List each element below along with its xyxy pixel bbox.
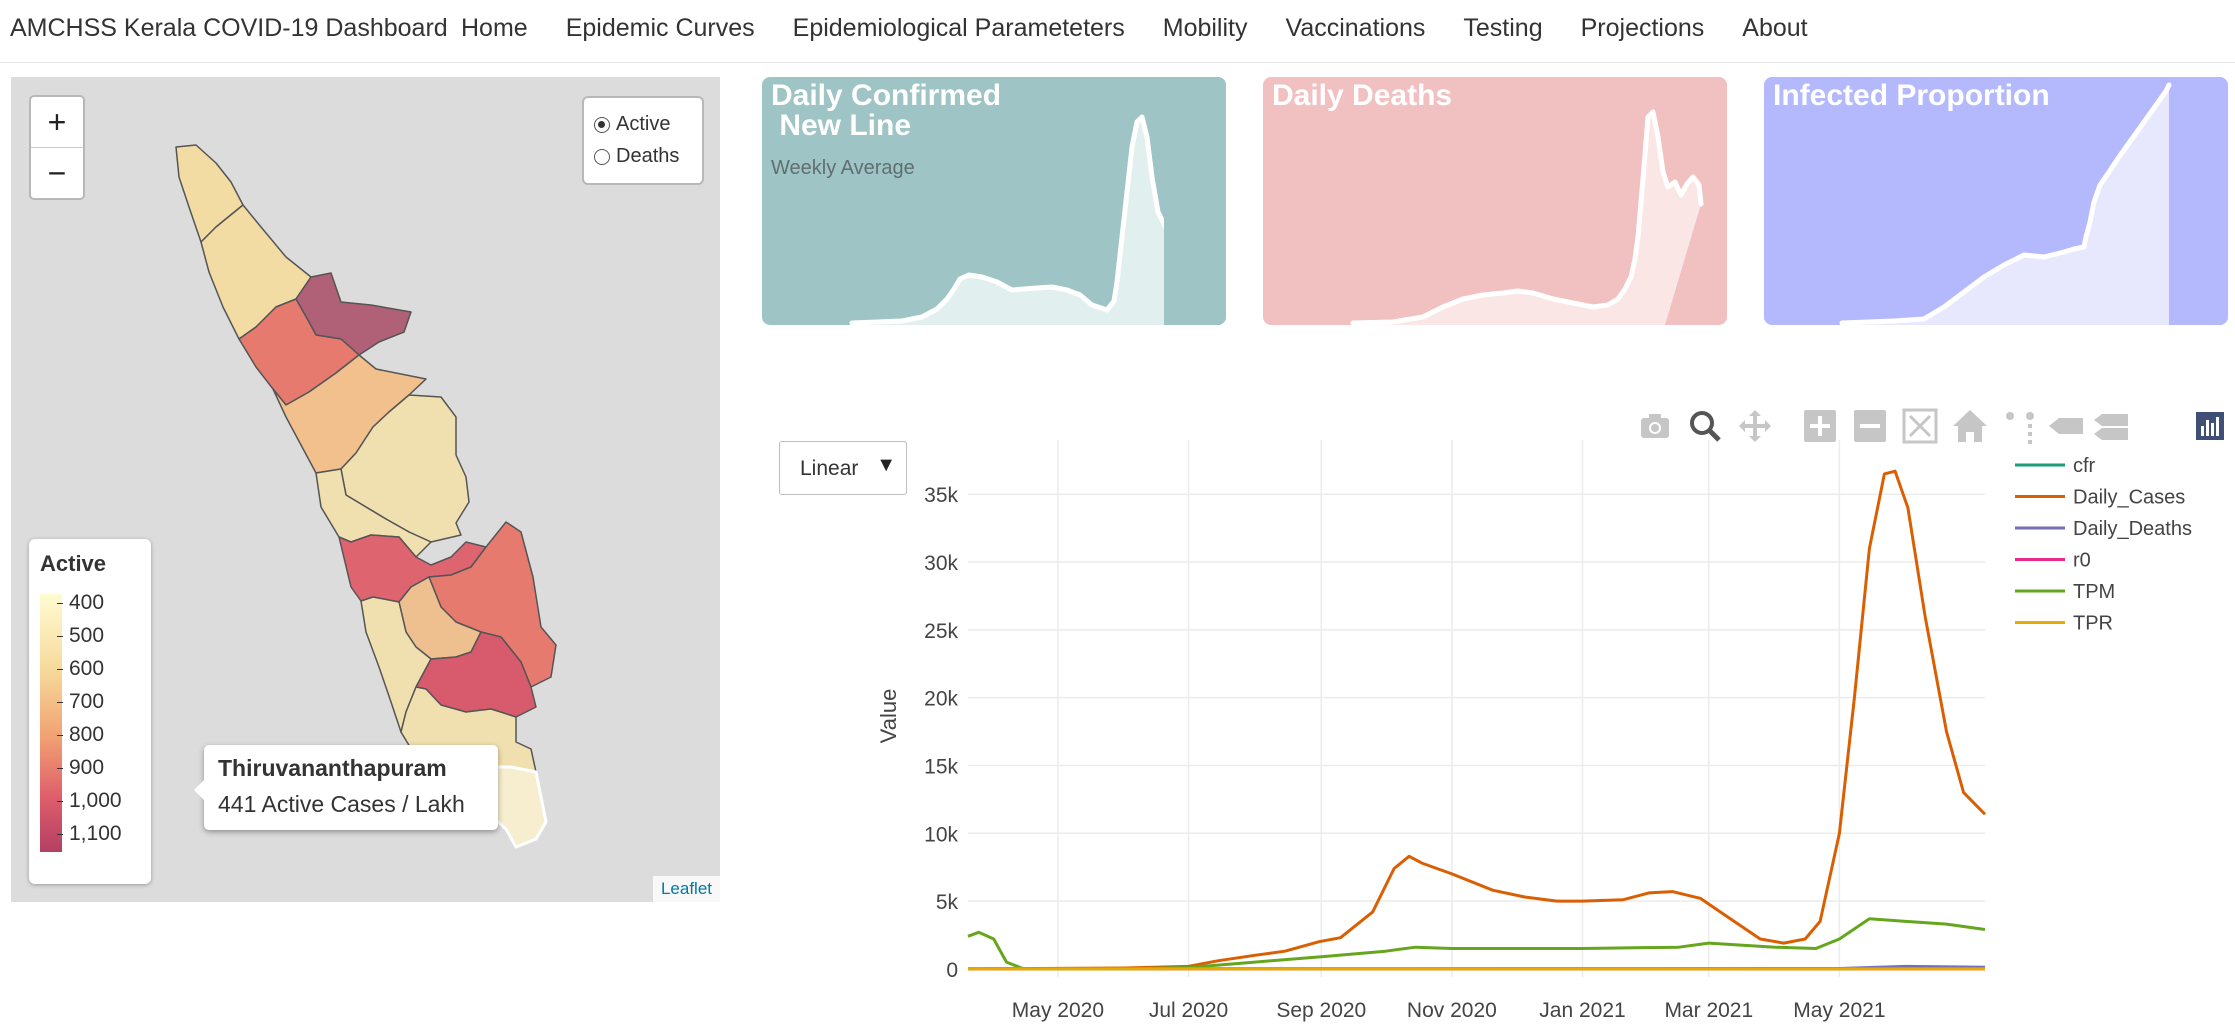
- y-tick-label: 15k: [924, 755, 958, 778]
- card-subtitle: Weekly Average: [771, 157, 915, 179]
- axis-ticks: 0 5k 10k 15k 20k 25k 30k 35k May 2020 Jul 2020 Sep…: [924, 484, 1885, 1022]
- radio-deaths[interactable]: Deaths: [594, 145, 679, 168]
- legend-entry[interactable]: TPR: [2073, 613, 2113, 635]
- scale-select-value: Linear: [800, 457, 859, 480]
- zoom-out-button[interactable]: −: [47, 155, 67, 191]
- card-title: Infected Proportion: [1773, 79, 2050, 112]
- autoscale-icon[interactable]: [1900, 406, 1940, 446]
- series-line-tpm[interactable]: [967, 917, 1986, 971]
- leaflet-attribution[interactable]: Leaflet: [652, 876, 720, 902]
- zoom-in-button[interactable]: +: [31, 97, 83, 148]
- radio-deaths-label: Deaths: [616, 145, 680, 167]
- zoom-out-icon[interactable]: [1850, 406, 1890, 446]
- zoom-control: + −: [29, 95, 85, 200]
- x-tick-label: Nov 2020: [1407, 999, 1497, 1022]
- card-title: Daily Confirmed New Line: [771, 79, 1002, 142]
- plotly-logo-icon[interactable]: [2190, 406, 2230, 446]
- y-tick-label: 20k: [924, 688, 958, 711]
- nav-links: Home Epidemic Curves Epidemiological Par…: [461, 14, 1846, 43]
- radio-active[interactable]: Active: [594, 113, 670, 136]
- x-tick-label: Jan 2021: [1539, 999, 1625, 1022]
- camera-icon[interactable]: [1635, 406, 1675, 446]
- legend-tick: 1,100: [57, 822, 122, 845]
- scale-select[interactable]: Linear ▼: [779, 441, 907, 495]
- grid-lines: [968, 440, 1985, 977]
- hover-closest-icon[interactable]: [2045, 406, 2085, 446]
- nav-epidemiological-parameters[interactable]: Epidemiological Parameteters: [792, 14, 1125, 42]
- legend-tick: 500: [56, 624, 105, 647]
- nav-testing[interactable]: Testing: [1463, 14, 1543, 42]
- legend-tick: 800: [56, 723, 105, 746]
- nav-mobility[interactable]: Mobility: [1162, 14, 1248, 42]
- x-tick-label: Sep 2020: [1276, 999, 1366, 1022]
- series-line-daily-cases[interactable]: [967, 469, 1987, 971]
- x-tick-label: Jul 2020: [1149, 999, 1228, 1022]
- nav-epidemic-curves[interactable]: Epidemic Curves: [565, 14, 755, 42]
- legend-title: Active: [40, 551, 107, 576]
- card-infected-proportion[interactable]: Infected Proportion: [1764, 77, 2228, 325]
- y-tick-label: 10k: [924, 823, 958, 846]
- radio-deaths-button[interactable]: [594, 148, 610, 165]
- kerala-map[interactable]: + − Active Deaths Active 400 500 600 700…: [11, 77, 720, 902]
- spike-lines-icon[interactable]: [2000, 406, 2040, 446]
- x-tick-label: Mar 2021: [1664, 999, 1753, 1022]
- legend-tick: 600: [56, 657, 105, 680]
- y-tick-label: 35k: [924, 484, 958, 507]
- legend-entry[interactable]: Daily_Deaths: [2073, 518, 2192, 540]
- tooltip-value: 441 Active Cases / Lakh: [218, 791, 465, 817]
- layer-selector: Active Deaths: [582, 96, 704, 185]
- card-daily-deaths[interactable]: Daily Deaths: [1263, 77, 1727, 325]
- legend-tick: 400: [56, 591, 105, 614]
- tooltip-district-name: Thiruvananthapuram: [218, 755, 447, 781]
- y-tick-label: 5k: [936, 891, 959, 914]
- chart-legend: cfr Daily_Cases Daily_Deaths r0 TPM TPR: [2015, 455, 2192, 635]
- card-daily-confirmed[interactable]: Daily Confirmed New Line Weekly Average: [762, 77, 1226, 325]
- navbar: AMCHSS Kerala COVID-19 Dashboard Home Ep…: [0, 0, 2235, 63]
- legend-tick: 900: [56, 756, 105, 779]
- sparkline-daily-confirmed: [849, 77, 1226, 325]
- sparkline-line: [1839, 82, 2172, 325]
- nav-home[interactable]: Home: [461, 14, 528, 42]
- legend-entry[interactable]: r0: [2073, 550, 2091, 572]
- legend-tick: 1,000: [57, 789, 122, 812]
- legend-entry[interactable]: Daily_Cases: [2073, 487, 2185, 509]
- sparkline-area: [1353, 112, 1701, 325]
- y-tick-label: 30k: [924, 552, 958, 575]
- series-lines: [967, 469, 1987, 971]
- zoom-icon[interactable]: [1685, 406, 1725, 446]
- hover-compare-icon[interactable]: [2090, 406, 2130, 446]
- pan-icon[interactable]: [1735, 406, 1775, 446]
- nav-vaccinations[interactable]: Vaccinations: [1285, 14, 1426, 42]
- radio-active-button[interactable]: [594, 116, 610, 133]
- brand-link[interactable]: AMCHSS Kerala COVID-19 Dashboard: [10, 14, 448, 42]
- legend-entry[interactable]: cfr: [2073, 455, 2096, 477]
- chevron-down-icon: ▼: [876, 454, 896, 476]
- x-tick-label: May 2020: [1012, 999, 1104, 1022]
- zoom-in-icon[interactable]: [1800, 406, 1840, 446]
- legend-tick: 700: [56, 690, 105, 713]
- legend-entry[interactable]: TPM: [2073, 581, 2115, 603]
- radio-active-label: Active: [616, 113, 671, 135]
- legend-color-bar: [40, 594, 62, 852]
- series-line-daily-deaths[interactable]: [967, 964, 1986, 971]
- nav-projections[interactable]: Projections: [1580, 14, 1705, 42]
- y-tick-label: 25k: [924, 620, 958, 643]
- sparkline-daily-deaths: [1350, 109, 1704, 325]
- sparkline-overlay: [1164, 77, 1226, 325]
- reset-axes-icon[interactable]: [1950, 406, 1990, 446]
- sparkline-infected-proportion: [1839, 82, 2172, 325]
- district-tooltip: Thiruvananthapuram 441 Active Cases / La…: [194, 745, 498, 830]
- y-axis-label: Value: [876, 689, 901, 744]
- y-tick-label: 0: [946, 959, 958, 982]
- x-tick-label: May 2021: [1793, 999, 1885, 1022]
- nav-about[interactable]: About: [1742, 14, 1808, 42]
- sparkline-line: [1350, 109, 1704, 325]
- map-legend: Active 400 500 600 700 800 900 1,000 1,1…: [29, 539, 151, 884]
- sparkline-area: [852, 117, 1222, 325]
- sparkline-area: [1842, 85, 2169, 325]
- card-title: Daily Deaths: [1272, 79, 1453, 112]
